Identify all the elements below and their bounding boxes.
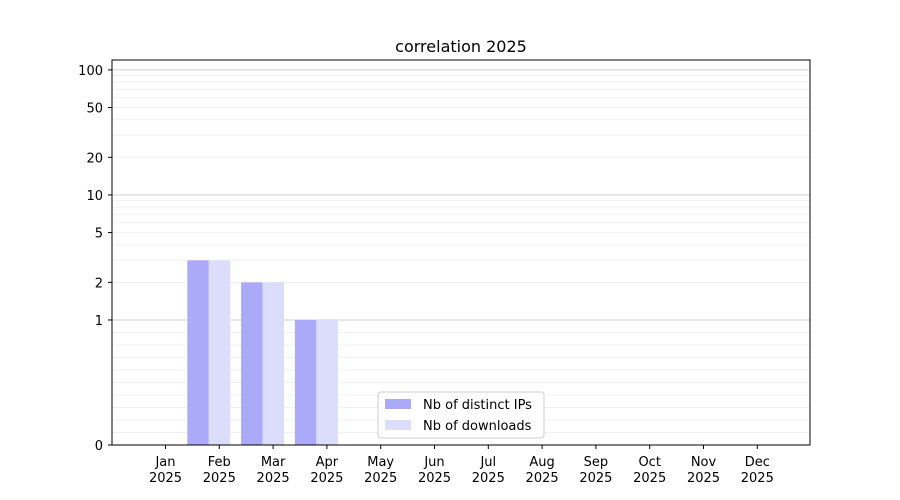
- x-tick-label-year: 2025: [526, 471, 559, 486]
- x-tick-label-year: 2025: [257, 471, 290, 486]
- x-tick-label-year: 2025: [687, 471, 720, 486]
- bar-distinct-ips: [187, 260, 209, 445]
- y-tick-label: 20: [86, 151, 103, 166]
- x-tick-label-month: Nov: [691, 455, 717, 470]
- x-tick-label-month: Apr: [316, 455, 339, 470]
- legend-box: [377, 391, 545, 439]
- bars: [187, 260, 338, 445]
- x-tick-label-month: Aug: [529, 455, 554, 470]
- x-tick-label-year: 2025: [149, 471, 182, 486]
- legend-label-downloads: Nb of downloads: [423, 419, 532, 434]
- y-tick-label: 1: [95, 314, 103, 329]
- bar-downloads: [208, 260, 231, 445]
- legend-label-ips: Nb of distinct IPs: [423, 398, 532, 413]
- x-tick-label-month: Mar: [261, 455, 286, 470]
- y-tick-label: 0: [95, 439, 103, 454]
- bar-distinct-ips: [241, 282, 263, 445]
- x-tick-label-month: Jan: [154, 455, 175, 470]
- x-tick-label-month: Jun: [423, 455, 444, 470]
- x-tick-label-month: Sep: [584, 455, 609, 470]
- legend: Nb of distinct IPs Nb of downloads: [377, 391, 545, 439]
- y-tick-label: 10: [86, 189, 103, 204]
- bar-downloads: [262, 282, 285, 445]
- x-tick-label-year: 2025: [418, 471, 451, 486]
- x-axis: Jan2025Feb2025Mar2025Apr2025May2025Jun20…: [149, 445, 774, 486]
- x-tick-label-year: 2025: [472, 471, 505, 486]
- chart-title: correlation 2025: [395, 37, 527, 56]
- x-tick-label-year: 2025: [741, 471, 774, 486]
- x-tick-label-month: Oct: [638, 455, 660, 470]
- legend-swatch-ips: [385, 399, 411, 409]
- y-axis: 0 1 2 5 10 20 50 100: [78, 64, 112, 454]
- x-tick-label-month: Dec: [745, 455, 770, 470]
- x-tick-label-year: 2025: [203, 471, 236, 486]
- x-tick-label-year: 2025: [633, 471, 666, 486]
- x-tick-label-year: 2025: [364, 471, 397, 486]
- x-tick-label-month: May: [367, 455, 394, 470]
- plot-frame: [111, 59, 811, 446]
- y-tick-label: 5: [95, 227, 103, 242]
- x-tick-label-month: Feb: [208, 455, 231, 470]
- legend-swatch-downloads: [385, 420, 411, 430]
- y-tick-label: 2: [95, 276, 103, 291]
- x-tick-label-year: 2025: [579, 471, 612, 486]
- x-tick-label-year: 2025: [310, 471, 343, 486]
- bar-distinct-ips: [294, 319, 317, 445]
- y-tick-label: 50: [86, 102, 103, 117]
- y-tick-label: 100: [78, 64, 103, 79]
- bar-downloads: [316, 319, 338, 445]
- x-tick-label-month: Jul: [479, 455, 496, 470]
